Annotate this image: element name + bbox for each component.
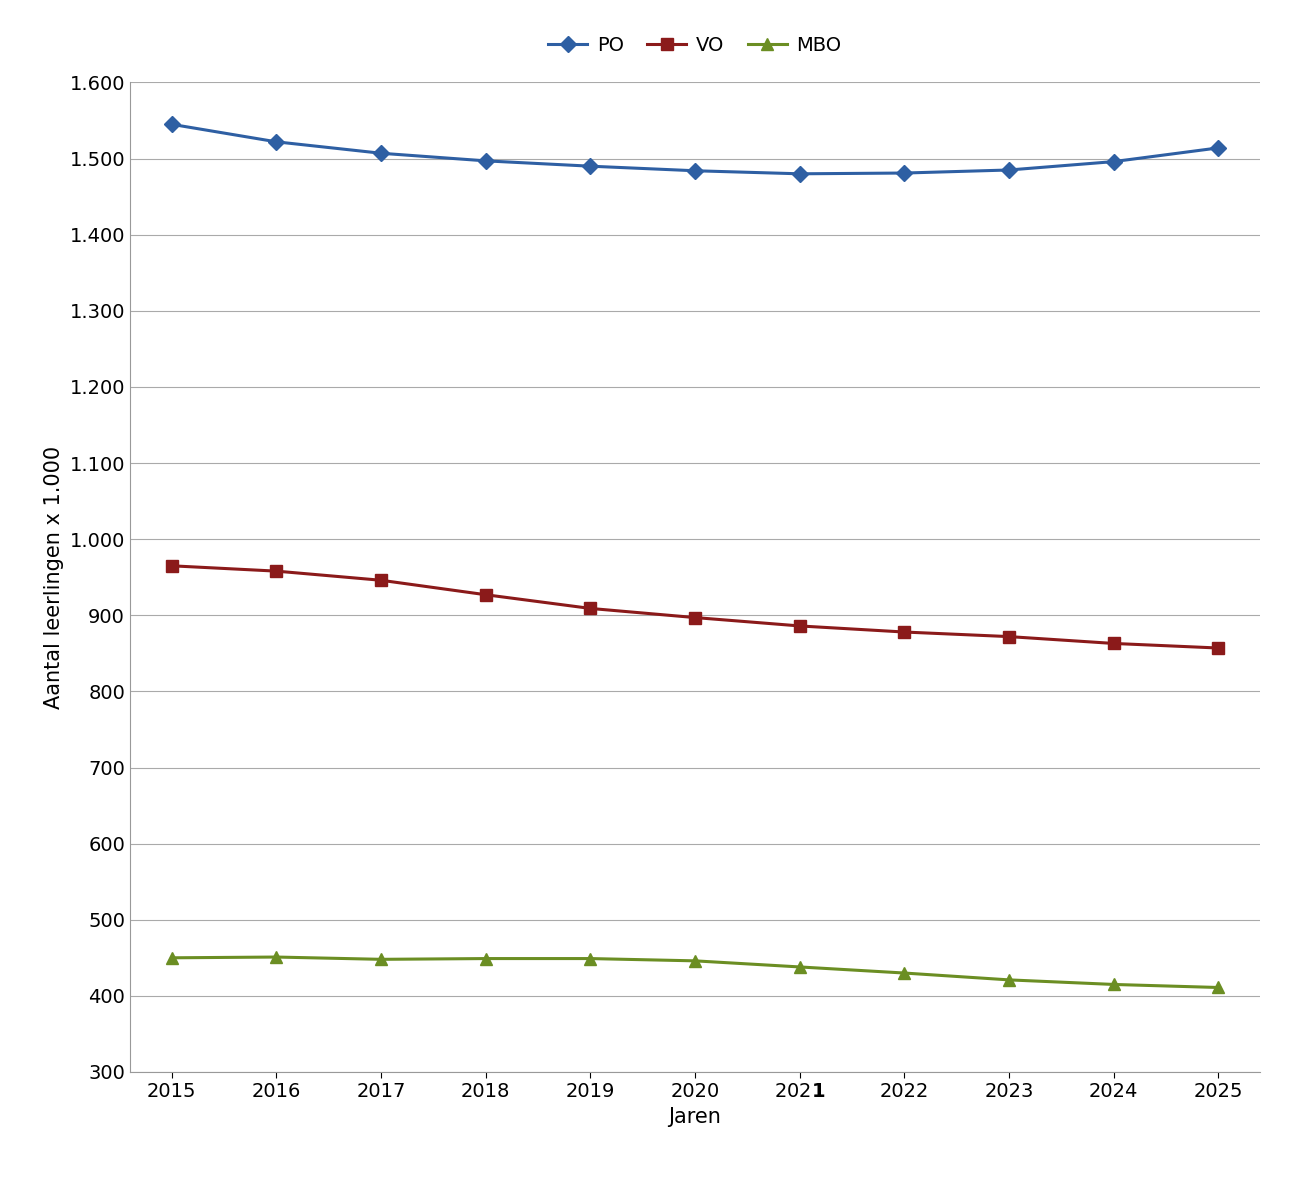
Legend: PO, VO, MBO: PO, VO, MBO — [540, 28, 850, 62]
MBO — [1105, 978, 1121, 992]
MBO — [1211, 980, 1226, 994]
MBO — [896, 966, 912, 980]
Line: PO: PO — [166, 119, 1224, 179]
PO — [582, 159, 598, 173]
MBO — [582, 952, 598, 966]
PO — [478, 154, 494, 168]
MBO — [1002, 973, 1017, 987]
VO — [478, 588, 494, 602]
VO — [269, 564, 284, 578]
VO — [373, 574, 388, 588]
VO — [687, 610, 703, 624]
PO — [792, 167, 808, 181]
VO — [582, 601, 598, 615]
VO — [792, 618, 808, 633]
VO — [1211, 641, 1226, 655]
PO — [896, 166, 912, 180]
PO — [1105, 154, 1121, 168]
Line: VO: VO — [166, 561, 1224, 654]
MBO — [373, 952, 388, 966]
PO — [1211, 141, 1226, 155]
VO — [1105, 636, 1121, 650]
Line: MBO: MBO — [166, 952, 1224, 993]
MBO — [478, 952, 494, 966]
PO — [1002, 163, 1017, 177]
PO — [687, 164, 703, 178]
Y-axis label: Aantal leerlingen x 1.000: Aantal leerlingen x 1.000 — [44, 445, 64, 709]
MBO — [792, 960, 808, 974]
X-axis label: Jaren: Jaren — [669, 1107, 721, 1127]
VO — [1002, 629, 1017, 643]
PO — [164, 118, 179, 132]
MBO — [269, 949, 284, 964]
PO — [269, 134, 284, 148]
VO — [896, 626, 912, 640]
PO — [373, 146, 388, 160]
VO — [164, 558, 179, 573]
MBO — [687, 954, 703, 968]
MBO — [164, 951, 179, 965]
